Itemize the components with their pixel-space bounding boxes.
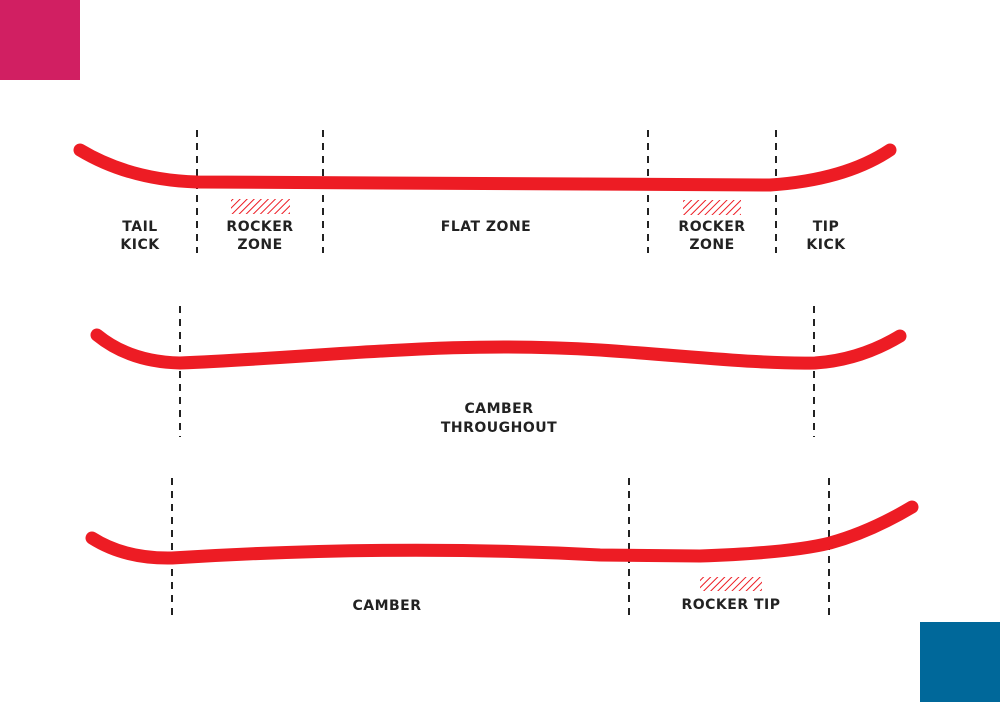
label-tip-kick-2: KICK	[806, 237, 846, 253]
corner-block-pink	[0, 0, 80, 80]
corner-block-blue	[920, 622, 1000, 702]
label-camber: CAMBER	[352, 598, 421, 614]
label-flat-zone: FLAT ZONE	[441, 219, 532, 235]
label-rocker-zone-right-1: ROCKER	[678, 219, 745, 235]
board-curve-2	[90, 328, 907, 370]
label-rocker-tip: ROCKER TIP	[681, 597, 780, 613]
rocker-hatch-left	[231, 199, 290, 214]
label-tail-kick-1: TAIL	[122, 219, 157, 235]
rocker-tip-hatch	[700, 577, 762, 591]
label-camber-throughout-2: THROUGHOUT	[441, 420, 557, 436]
profile-camber-throughout	[179, 306, 815, 437]
label-tail-kick-2: KICK	[120, 237, 160, 253]
label-camber-throughout-1: CAMBER	[464, 401, 533, 417]
rocker-hatch-right	[683, 200, 741, 215]
label-rocker-zone-right-2: ZONE	[689, 237, 734, 253]
label-rocker-zone-left-1: ROCKER	[226, 219, 293, 235]
label-rocker-zone-left-2: ZONE	[237, 237, 282, 253]
board-curve-1	[73, 143, 897, 192]
label-tip-kick-1: TIP	[813, 219, 840, 235]
board-curve-3	[85, 500, 919, 565]
